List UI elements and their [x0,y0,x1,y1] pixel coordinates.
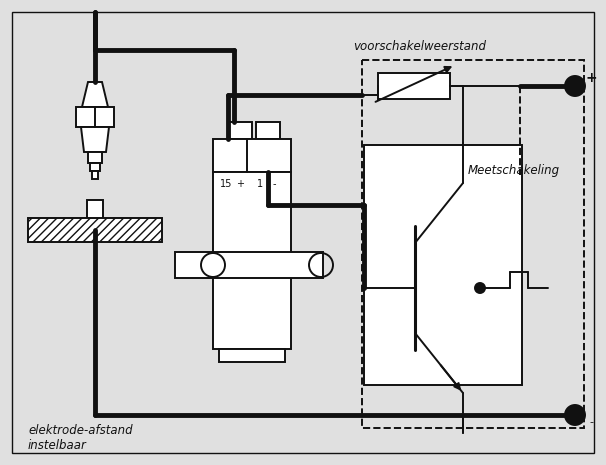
Bar [378,73,450,99]
Polygon shape [81,127,109,152]
Circle shape [565,76,585,96]
Text: Meetschakeling: Meetschakeling [468,164,560,177]
Text: voorschakelweerstand: voorschakelweerstand [353,40,487,53]
Circle shape [475,283,485,293]
Bar [76,107,114,127]
Circle shape [565,405,585,425]
Bar [364,145,522,385]
Text: elektrode-afstand
instelbaar: elektrode-afstand instelbaar [28,424,133,452]
Bar [213,139,291,172]
Bar [362,60,584,428]
Polygon shape [82,82,108,107]
Bar [219,349,285,362]
Text: +: + [236,179,244,189]
Bar [28,218,162,242]
Text: 1: 1 [257,179,263,189]
Text: -: - [272,179,276,189]
Bar [88,152,102,163]
Text: 15: 15 [220,179,232,189]
Text: -: - [589,417,593,427]
Bar [175,252,323,278]
Bar [228,122,252,139]
Bar [213,172,291,349]
Bar [90,163,100,171]
Text: +: + [585,71,597,85]
Bar [87,200,103,230]
Bar [92,171,98,179]
Bar [256,122,280,139]
